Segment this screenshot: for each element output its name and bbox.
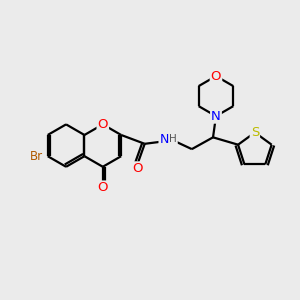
Text: N: N <box>160 133 169 146</box>
Text: O: O <box>211 70 221 83</box>
Text: O: O <box>132 162 142 175</box>
Text: S: S <box>251 126 259 139</box>
Text: H: H <box>169 134 177 144</box>
Text: Br: Br <box>30 150 43 163</box>
Text: O: O <box>98 182 108 194</box>
Text: O: O <box>98 118 108 131</box>
Text: N: N <box>211 110 221 123</box>
